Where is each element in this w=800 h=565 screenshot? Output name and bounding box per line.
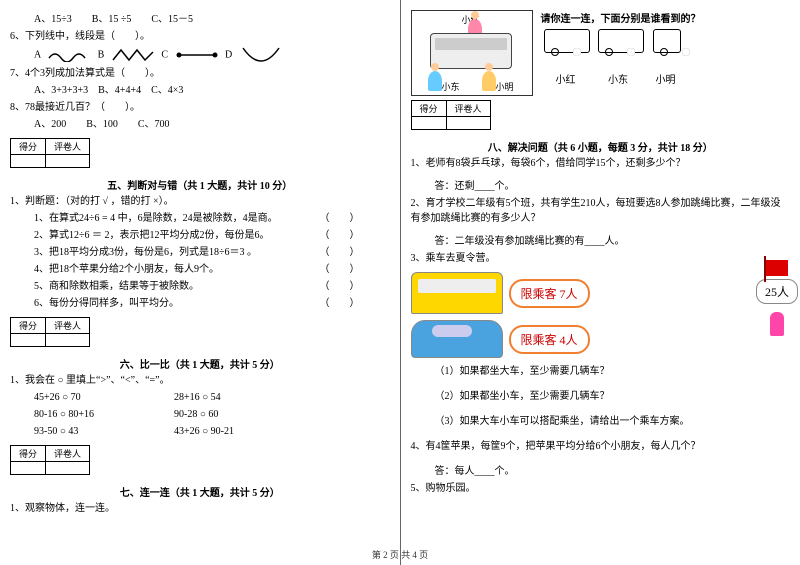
bus-capacity-tag: 限乘客 7人 (509, 279, 590, 308)
c-row1: 45+26 ○ 7028+16 ○ 54 (10, 390, 390, 405)
p3-2: （2）如果都坐小车，至少需要几辆车？ (411, 389, 791, 404)
flag-icon (766, 260, 788, 276)
label-d: D (225, 49, 232, 60)
van-view-1-icon (544, 29, 590, 53)
flag-group: 25人 (756, 260, 798, 339)
q6-shapes: A B C D (10, 46, 390, 64)
van-view-2-icon (598, 29, 644, 53)
q5-options: A、15÷3 B、15 ÷5 C、15－5 (10, 12, 390, 27)
connect-right: 请你连一连，下面分别是谁看到的？ 小红 小东 小明 (541, 10, 701, 86)
c-row3: 93-50 ○ 4343+26 ○ 90-21 (10, 424, 390, 439)
guide-person-icon (770, 312, 784, 336)
label-c: C (161, 49, 168, 60)
j3: 3、把18平均分成3份，每份是6，列式是18÷6＝3 。（ ） (10, 245, 390, 260)
section-5-title: 五、判断对与错（共 1 大题，共计 10 分） (10, 177, 390, 192)
section-6-title: 六、比一比（共 1 大题，共计 5 分） (10, 356, 390, 371)
observe-head: 1、观察物体，连一连。 (10, 501, 390, 516)
score-box-5: 得分评卷人 (10, 138, 90, 168)
zigzag-line-icon (111, 48, 155, 62)
arc-line-icon (239, 46, 283, 64)
score-box-7: 得分评卷人 (10, 445, 90, 475)
p3: 3、乘车去夏令营。 (411, 251, 791, 266)
label-a: A (34, 49, 41, 60)
j2: 2、算式12÷6 ＝ 2，表示把12平均分成2份，每份是6。（ ） (10, 228, 390, 243)
page-footer: 第 2 页 共 4 页 (0, 548, 800, 561)
j5: 5、商和除数相乘，结果等于被除数。（ ） (10, 279, 390, 294)
section-8-title: 八、解决问题（共 6 小题，每题 3 分，共计 18 分） (411, 139, 791, 154)
p5: 5、购物乐园。 (411, 481, 791, 496)
bus-row: 限乘客 7人 (411, 272, 791, 314)
q8: 8、78最接近几百？（ ）。 (10, 100, 390, 115)
compare-head: 1、我会在 ○ 里填上“>”、“<”、“=”。 (10, 373, 390, 388)
segment-line-icon (175, 48, 219, 62)
p1: 1、老师有8袋乒乓球，每袋6个，借给同学15个，还剩多少个？ (411, 156, 791, 171)
q7: 7、4个3列成加法算式是（ ）。 (10, 66, 390, 81)
j6: 6、每份分得同样多，叫平均分。（ ） (10, 296, 390, 311)
j4: 4、把18个苹果分给2个小朋友，每人9个。（ ） (10, 262, 390, 277)
label-dong: 小东 (442, 80, 460, 93)
j1: 1、在算式24÷6 = 4 中，6是除数，24是被除数，4是商。（ ） (10, 211, 390, 226)
p4-ans: 答：每人____个。 (411, 464, 791, 479)
q7-options: A、3+3+3+3 B、4+4+4 C、4×3 (10, 83, 390, 98)
car-row: 限乘客 4人 (411, 320, 791, 358)
q6: 6、下列线中，线段是（ ）。 (10, 29, 390, 44)
connect-title: 请你连一连，下面分别是谁看到的？ (541, 10, 701, 25)
label-b: B (98, 49, 105, 60)
name-hong: 小红 (541, 71, 591, 86)
p2: 2、育才学校二年级有5个班，共有学生210人，每班要选8人参加跳绳比赛，二年级没… (411, 196, 791, 226)
p4: 4、有4筐苹果，每筐9个，把苹果平均分给6个小朋友，每人几个？ (411, 439, 791, 454)
wavy-line-icon (47, 48, 91, 62)
p3-3: （3）如果大车小车可以搭配乘坐，请给出一个乘车方案。 (411, 414, 791, 429)
blue-car-icon (411, 320, 503, 358)
section-7-title: 七、连一连（共 1 大题，共计 5 分） (10, 484, 390, 499)
observation-scene: 小红 小东 小明 (411, 10, 533, 96)
van-view-3-icon (653, 29, 681, 53)
p3-1: （1）如果都坐大车，至少需要几辆车？ (411, 364, 791, 379)
name-dong: 小东 (593, 71, 643, 86)
people-count-tag: 25人 (756, 279, 798, 304)
label-ming: 小明 (496, 80, 514, 93)
p1-ans: 答：还剩____个。 (411, 179, 791, 194)
score-label: 得分 (11, 139, 46, 155)
grader-label: 评卷人 (46, 139, 90, 155)
score-box-8: 得分评卷人 (411, 100, 491, 130)
yellow-bus-icon (411, 272, 503, 314)
p2-ans: 答：二年级没有参加跳绳比赛的有____人。 (411, 234, 791, 249)
judge-head: 1、判断题：（对的打 √ ，错的打 ×）。 (10, 194, 390, 209)
van-icon (430, 33, 512, 69)
car-capacity-tag: 限乘客 4人 (509, 325, 590, 354)
c-row2: 80-16 ○ 80+1690-28 ○ 60 (10, 407, 390, 422)
q8-options: A、200 B、100 C、700 (10, 117, 390, 132)
score-box-6: 得分评卷人 (10, 317, 90, 347)
name-ming: 小明 (646, 71, 686, 86)
